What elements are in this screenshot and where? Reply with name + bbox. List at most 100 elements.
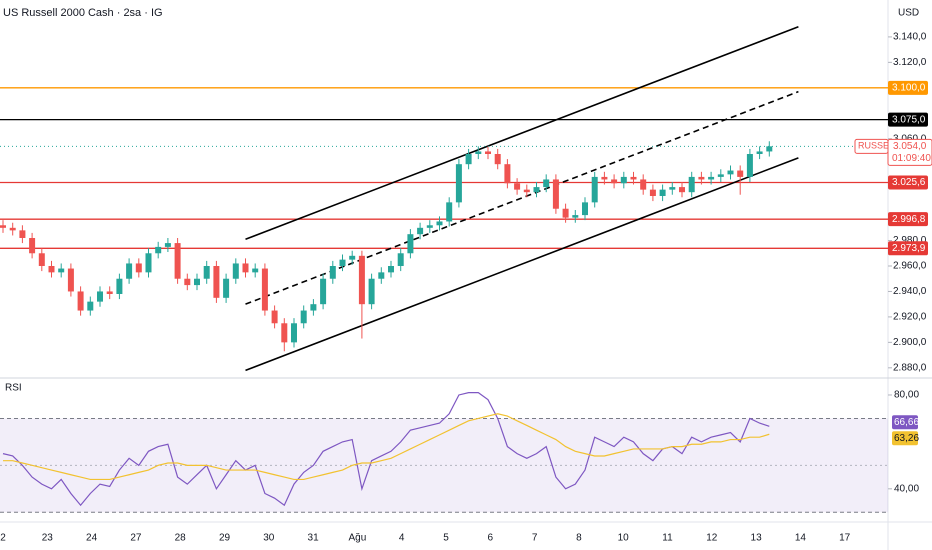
candle-body: [485, 151, 491, 154]
x-tick-label: 6: [488, 533, 494, 544]
candle-body: [514, 183, 521, 190]
x-tick-label: 30: [263, 533, 275, 544]
x-tick-label: Ağu: [349, 533, 367, 544]
candle-body: [426, 225, 433, 228]
x-tick-label: 13: [751, 533, 763, 544]
candle-body: [659, 189, 666, 196]
candle-body: [164, 243, 171, 247]
x-tick-label: 11: [662, 533, 673, 544]
candle-body: [0, 225, 6, 228]
candle-body: [504, 164, 511, 184]
candle-body: [339, 259, 346, 266]
candle-body: [368, 278, 375, 305]
level-tag: [888, 212, 928, 227]
currency: USD: [898, 8, 919, 19]
candle-body: [543, 179, 550, 188]
candle-body: [320, 278, 327, 305]
candle-body: [455, 164, 462, 203]
level-tag: [888, 241, 928, 256]
candle-body: [601, 176, 608, 180]
last-price: 3.054,0: [893, 141, 927, 152]
candle-body: [649, 189, 656, 196]
trendline: [245, 90, 799, 305]
candle-body: [242, 263, 249, 273]
rsi-line: [3, 413, 770, 481]
rsi-line: [2, 392, 770, 507]
level-label: 2.973,9: [892, 243, 926, 254]
y-tick-label: 40,00: [894, 483, 919, 494]
candle-body: [766, 146, 773, 152]
candle-body: [756, 151, 763, 154]
candle-body: [582, 202, 588, 216]
x-tick-label: 4: [399, 533, 405, 544]
candle-body: [407, 234, 414, 254]
candle-body: [213, 266, 220, 298]
candle-body: [252, 268, 259, 273]
candle-body: [679, 187, 685, 193]
y-tick-label: 2.900,0: [893, 337, 927, 348]
symbol-title: US Russell 2000 Cash · 2sa · IG: [3, 7, 163, 19]
candle-body: [358, 255, 365, 305]
x-tick-label: 17: [839, 533, 851, 544]
y-tick-label: 2.880,0: [893, 362, 927, 373]
candle-body: [261, 268, 268, 311]
candle-body: [378, 272, 385, 279]
y-tick-label: 2.940,0: [893, 286, 927, 297]
candle-body: [271, 310, 278, 324]
y-tick-label: 2.920,0: [893, 312, 927, 323]
x-tick-label: 23: [42, 533, 54, 544]
candle-body: [58, 268, 65, 273]
candle-body: [174, 243, 181, 279]
candle-body: [310, 304, 317, 311]
candle-body: [67, 268, 74, 292]
x-tick-label: 14: [795, 533, 807, 544]
candle-body: [523, 189, 530, 193]
candle-body: [135, 263, 142, 273]
x-tick-label: 2: [0, 533, 6, 544]
candle-body: [446, 202, 453, 222]
y-tick-label: 2.980,0: [893, 235, 927, 246]
candle-body: [533, 187, 540, 193]
candle-body: [38, 253, 45, 266]
candle-body: [388, 266, 394, 273]
level-label: 3.100,0: [892, 82, 926, 93]
level-label: 2.996,8: [892, 214, 926, 225]
rsi-value-tag: [892, 431, 918, 446]
x-tick-label: 8: [576, 533, 582, 544]
x-tick-label: 31: [308, 533, 320, 544]
candle-body: [281, 323, 288, 343]
candle-body: [116, 278, 123, 294]
candle-body: [688, 176, 695, 193]
x-tick-label: 24: [86, 533, 98, 544]
x-tick-label: 29: [219, 533, 231, 544]
candle-body: [223, 278, 230, 298]
candle-body: [97, 291, 103, 302]
trendline: [245, 25, 799, 241]
level-label: 3.075,0: [892, 114, 926, 125]
x-tick-label: 10: [618, 533, 630, 544]
rsi-value-label: 63,26: [894, 433, 919, 444]
candle-body: [591, 176, 598, 203]
x-tick-label: 5: [443, 533, 449, 544]
candle-body: [746, 154, 753, 177]
candle-body: [708, 176, 715, 180]
candle-body: [552, 179, 559, 209]
last-name: RUSSELL: [858, 141, 899, 151]
candle-body: [727, 170, 734, 175]
candle-body: [87, 301, 94, 311]
candle-body: [737, 170, 744, 177]
candle-body: [417, 227, 424, 235]
candle-body: [475, 151, 482, 154]
candle-body: [562, 208, 569, 218]
x-tick-label: 28: [175, 533, 187, 544]
candle-body: [155, 246, 162, 254]
candle-body: [232, 263, 239, 279]
candle-body: [349, 255, 356, 260]
y-tick-label: 3.140,0: [893, 32, 927, 43]
candle-body: [698, 176, 705, 180]
candle-body: [145, 253, 152, 273]
candle-body: [717, 174, 724, 177]
